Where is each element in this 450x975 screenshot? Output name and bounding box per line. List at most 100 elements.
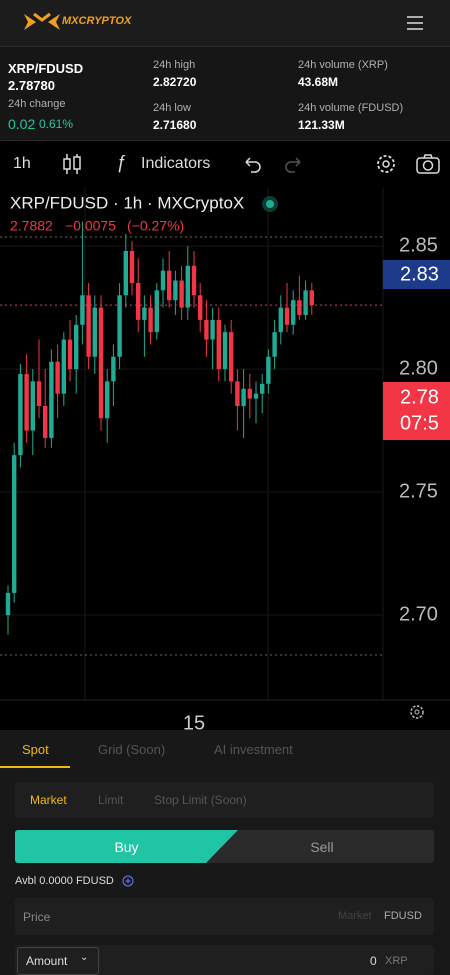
candle-body	[260, 383, 265, 394]
volume: 43.68M	[298, 75, 339, 89]
candle-body	[309, 290, 314, 306]
legend-change-pct: (−0.27%)	[127, 218, 184, 234]
volume-label: 24h volume (XRP)	[298, 59, 388, 71]
candle-body	[142, 307, 147, 320]
price-tag: 2.78	[400, 386, 439, 408]
low-label: 24h low	[153, 102, 191, 114]
candle-body	[210, 319, 215, 340]
pair: XRP/FDUSD	[8, 61, 84, 76]
indicators-button[interactable]: Indicators	[141, 155, 211, 172]
candle-body	[229, 332, 234, 382]
amount-unit: XRP	[385, 955, 408, 967]
candle-body	[191, 265, 197, 296]
y-tick-label: 2.75	[399, 480, 438, 502]
logo-icon	[24, 12, 60, 30]
add-funds[interactable]	[122, 875, 134, 887]
candle-body	[55, 361, 60, 394]
candle-body	[198, 295, 203, 320]
candle-body	[92, 307, 97, 357]
header	[0, 0, 450, 47]
chart-title: XRP/FDUSD · 1h · MXCryptoX	[10, 193, 244, 212]
candle-body	[123, 251, 128, 296]
logo-text: MXCRYPTOX	[62, 15, 132, 27]
candle-body	[74, 324, 79, 370]
price-unit: FDUSD	[384, 910, 422, 922]
legend-change: −0.0075	[65, 218, 116, 234]
high: 2.82720	[153, 75, 197, 89]
y-tick-label: 2.70	[399, 603, 438, 625]
high-label: 24h high	[153, 59, 196, 71]
candle-body	[278, 307, 283, 333]
tab[interactable]: Spot	[22, 742, 49, 757]
buy-sell-toggle	[15, 830, 434, 863]
redo-button[interactable]	[284, 154, 304, 174]
candle-body	[272, 332, 277, 357]
undo-button[interactable]	[242, 154, 262, 174]
candle-body	[136, 282, 141, 320]
price-tag: 2.83	[400, 263, 439, 285]
change: 0.02	[8, 116, 36, 132]
tab-underline	[0, 766, 70, 768]
candle-body	[266, 356, 271, 384]
candle-body	[5, 592, 11, 616]
x-tick-label: 15	[183, 712, 205, 730]
candle-body	[18, 373, 23, 456]
candle-body	[67, 339, 73, 370]
candle-body	[36, 381, 42, 406]
candle-body	[241, 388, 246, 406]
chart: 2.70 2.75 2.80 2.85 15 XRP/FDUSD · 1h · MXCry…	[0, 188, 450, 730]
tab[interactable]: Grid (Soon)	[98, 742, 166, 757]
available-balance: Avbl 0.0000 FDUSD	[15, 875, 114, 887]
low: 2.71680	[153, 118, 197, 132]
fx-icon[interactable]: ƒ	[116, 152, 127, 172]
change-label: 24h change	[8, 98, 66, 110]
chart-type-button[interactable]	[60, 152, 84, 176]
candle-body	[117, 295, 122, 357]
price-placeholder: Market	[338, 910, 372, 922]
candle-body	[247, 388, 252, 399]
sell-button[interactable]: Sell	[310, 839, 334, 855]
screenshot-button[interactable]	[415, 152, 441, 176]
candle-body	[61, 339, 66, 394]
candle-body	[30, 381, 35, 431]
order-type[interactable]: Limit	[98, 793, 124, 807]
y-tick-label: 2.80	[399, 357, 438, 379]
candle-body	[235, 381, 240, 406]
candle-body	[129, 251, 135, 283]
candle-body	[43, 405, 48, 438]
amount-value: 0	[370, 954, 377, 968]
buy-button[interactable]: Buy	[114, 839, 139, 855]
y-tick-label: 2.85	[399, 234, 438, 256]
dropdown-arrow: ⌄	[80, 952, 89, 963]
candle-body	[80, 295, 85, 325]
candle-body	[12, 455, 17, 593]
candle-body	[111, 356, 116, 382]
amount-input[interactable]	[15, 945, 434, 975]
candle-body	[167, 270, 172, 301]
candle-body	[253, 393, 259, 399]
candle-body	[185, 265, 190, 308]
candle-body	[105, 381, 110, 419]
candle-body	[222, 332, 228, 370]
candle-body	[173, 280, 178, 301]
legend-price: 2.7882	[10, 218, 53, 234]
countdown: 07:5	[400, 412, 439, 434]
candle-body	[98, 307, 104, 419]
axis-settings[interactable]	[410, 705, 424, 719]
settings-button[interactable]	[374, 152, 398, 176]
candle-body	[148, 307, 153, 333]
tab[interactable]: AI investment	[214, 742, 293, 757]
candle-body	[291, 300, 296, 325]
amount-label: Amount	[26, 954, 68, 968]
candle-body	[297, 300, 302, 315]
order-type[interactable]: Market	[30, 793, 67, 807]
price-input[interactable]	[15, 898, 434, 935]
order-type[interactable]: Stop Limit (Soon)	[154, 793, 247, 807]
volume: 121.33M	[298, 118, 345, 132]
candle-body	[216, 319, 221, 370]
plot: 2.70 2.75 2.80 2.85 15	[0, 221, 438, 730]
candle-body	[284, 307, 290, 325]
volume-label: 24h volume (FDUSD)	[298, 102, 404, 114]
interval-button[interactable]: 1h	[13, 155, 31, 172]
menu-button[interactable]	[405, 14, 425, 32]
